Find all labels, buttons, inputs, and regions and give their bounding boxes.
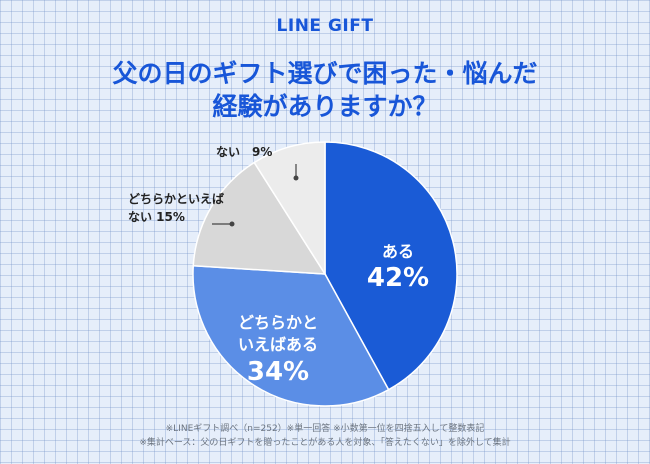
chart-title-line1: 父の日のギフト選びで困った・悩んだ [112, 59, 538, 88]
label-no: ない 9% [216, 145, 273, 159]
leader-dot-no [293, 175, 299, 181]
label-somewhat-yes-value: 34% [246, 357, 310, 387]
slice-no [253, 141, 326, 277]
label-somewhat-no-line1: どちらかといえば [128, 192, 225, 206]
footnote-2: ※集計ベース：父の日ギフトを贈ったことがある人を対象、「答えたくない」を除外して… [139, 438, 511, 448]
label-yes-value: 42% [366, 263, 430, 293]
chart-title-line2: 経験がありますか？ [212, 92, 438, 121]
label-yes-name: ある [381, 242, 414, 261]
label-somewhat-no-line2: ない 15% [128, 210, 185, 224]
label-somewhat-yes-line1: どちらかと [237, 313, 318, 332]
slice-somewhat-yes [192, 264, 390, 407]
label-somewhat-yes-line2: いえばある [237, 335, 318, 354]
footnote-1: ※LINEギフト調べ（n=252）※単一回答 ※小数第一位を四捨五入して整数表記 [165, 424, 485, 434]
brand-logo: LINE GIFT [276, 16, 374, 36]
leader-dot-somewhat-no [229, 221, 235, 227]
slice-somewhat-no [192, 161, 327, 275]
slice-yes [324, 141, 458, 391]
